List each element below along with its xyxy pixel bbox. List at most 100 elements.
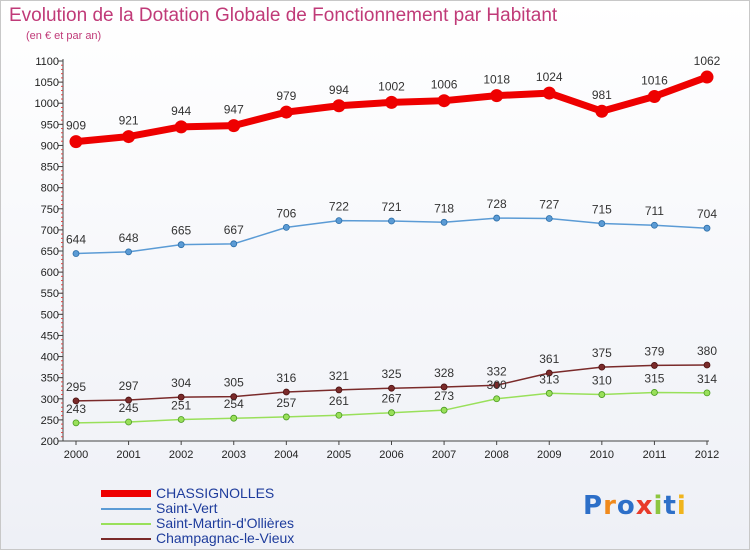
- logo-letter: i: [676, 491, 687, 521]
- chart-title: Evolution de la Dotation Globale de Fonc…: [9, 5, 558, 26]
- series-point-1: [493, 214, 501, 222]
- data-label: 947: [224, 103, 244, 117]
- data-label: 722: [329, 200, 349, 214]
- data-label: 273: [434, 389, 454, 403]
- series-point-1: [72, 250, 80, 257]
- series-point-2: [598, 391, 606, 398]
- x-tick-label: 2010: [590, 449, 614, 461]
- series-point-2: [493, 395, 501, 403]
- x-tick-label: 2003: [222, 449, 246, 461]
- data-label: 665: [171, 224, 191, 238]
- series-point-3: [703, 361, 711, 369]
- y-tick-label: 550: [41, 288, 59, 300]
- series-point-0: [595, 104, 609, 118]
- series-point-2: [440, 406, 448, 414]
- data-label: 257: [276, 396, 296, 410]
- y-tick-label: 300: [41, 394, 59, 406]
- data-label: 379: [644, 344, 664, 358]
- data-label: 261: [329, 394, 349, 408]
- x-tick-label: 2004: [274, 449, 298, 461]
- legend-swatch: [101, 508, 151, 510]
- series-point-3: [125, 396, 132, 404]
- legend-swatch: [101, 490, 151, 497]
- x-tick-label: 2008: [484, 449, 508, 461]
- data-label: 314: [697, 372, 717, 386]
- series-point-1: [651, 221, 658, 229]
- data-label: 325: [381, 367, 401, 381]
- series-point-3: [177, 393, 185, 401]
- data-label: 909: [66, 119, 86, 133]
- logo-letter: o: [616, 491, 636, 521]
- y-tick-label: 750: [41, 204, 59, 216]
- data-label: 332: [487, 364, 507, 378]
- y-tick-label: 400: [41, 352, 59, 364]
- legend-swatch: [101, 538, 151, 540]
- data-label: 715: [592, 203, 612, 217]
- series-point-1: [125, 248, 132, 256]
- y-tick-label: 950: [41, 119, 59, 131]
- data-label: 648: [119, 231, 139, 245]
- data-label: 706: [276, 206, 296, 220]
- series-point-0: [385, 95, 398, 109]
- logo-letter: x: [635, 491, 654, 521]
- series-point-2: [545, 389, 553, 397]
- series-point-0: [227, 119, 241, 133]
- series-point-3: [282, 388, 290, 396]
- y-tick-label: 1050: [35, 77, 59, 89]
- data-label: 267: [381, 392, 401, 406]
- series-point-0: [69, 135, 83, 149]
- data-label: 994: [329, 83, 349, 97]
- data-label: 380: [697, 344, 717, 358]
- x-tick-label: 2007: [432, 449, 456, 461]
- series-point-0: [437, 94, 451, 108]
- legend-label: Champagnac-le-Vieux: [156, 530, 295, 546]
- data-label: 375: [592, 346, 612, 360]
- series-point-2: [230, 414, 238, 422]
- series-point-1: [545, 215, 553, 222]
- series-point-1: [598, 220, 606, 227]
- logo-letter: P: [583, 491, 604, 521]
- x-tick-label: 2001: [116, 449, 140, 461]
- data-label: 315: [644, 371, 664, 385]
- y-tick-label: 1000: [35, 98, 59, 110]
- data-label: 979: [276, 89, 296, 103]
- data-label: 1024: [536, 70, 563, 84]
- data-label: 718: [434, 201, 454, 215]
- y-tick-label: 1100: [35, 56, 59, 68]
- y-tick-label: 200: [41, 436, 59, 448]
- series-point-2: [125, 418, 132, 426]
- legend-swatch: [101, 523, 151, 525]
- x-tick-label: 2012: [695, 449, 719, 461]
- data-label: 254: [224, 397, 244, 411]
- y-tick-label: 650: [41, 246, 59, 258]
- y-tick-label: 800: [41, 183, 59, 195]
- series-point-0: [490, 89, 504, 103]
- x-tick-label: 2002: [169, 449, 193, 461]
- data-label: 1006: [431, 78, 458, 92]
- data-label: 310: [592, 374, 612, 388]
- y-tick-label: 450: [41, 330, 59, 342]
- y-tick-label: 700: [41, 225, 59, 237]
- data-label: 243: [66, 402, 86, 416]
- data-label: 316: [276, 371, 296, 385]
- series-point-2: [335, 411, 343, 419]
- series-point-3: [545, 369, 553, 377]
- data-label: 321: [329, 369, 349, 383]
- series-point-2: [651, 389, 658, 396]
- data-label: 297: [119, 379, 139, 393]
- series-point-2: [703, 389, 711, 397]
- series-point-3: [651, 362, 658, 369]
- legend-label: Saint-Vert: [156, 500, 218, 516]
- legend-label: Saint-Martin-d'Ollières: [156, 515, 295, 531]
- series-point-1: [335, 217, 343, 225]
- data-label: 667: [224, 223, 244, 237]
- y-tick-label: 350: [41, 373, 59, 385]
- series-point-0: [122, 130, 136, 144]
- logo-letter: r: [603, 491, 617, 521]
- x-tick-label: 2000: [64, 449, 88, 461]
- data-label: 245: [119, 401, 139, 415]
- series-point-1: [177, 241, 185, 249]
- data-label: 711: [645, 204, 664, 218]
- data-label: 1016: [641, 73, 668, 87]
- series-point-0: [700, 70, 714, 84]
